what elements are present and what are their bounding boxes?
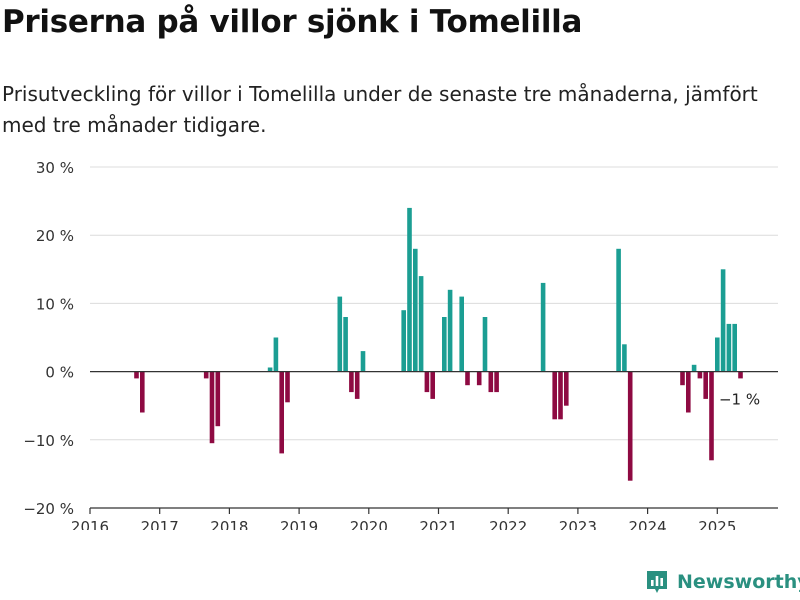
bar: [215, 371, 221, 427]
bar: [732, 323, 737, 372]
bar: [337, 296, 343, 372]
bar: [430, 371, 435, 399]
y-tick-label: 10 %: [36, 295, 74, 313]
y-tick-label: −20 %: [23, 500, 74, 518]
bar: [558, 371, 563, 420]
brand-name: Newsworthy: [677, 571, 800, 593]
x-tick-label: 2016: [71, 518, 109, 530]
bar: [494, 371, 499, 393]
x-tick-label: 2021: [419, 518, 457, 530]
bar: [703, 371, 708, 399]
x-tick-label: 2017: [141, 518, 179, 530]
bar: [465, 371, 470, 386]
bar: [686, 371, 691, 413]
bar-chart: −20 % −10 % 0 % 10 % 20 % 30 % 2016 2017 2018 201…: [23, 159, 778, 530]
bar: [482, 317, 488, 372]
x-tick-label: 2025: [698, 518, 736, 530]
bar: [360, 351, 366, 372]
bar: [209, 371, 215, 444]
bar: [413, 248, 418, 372]
bar: [354, 371, 360, 399]
bar: [715, 337, 720, 372]
data-label: −1 %: [719, 390, 760, 408]
bar: [447, 289, 453, 372]
bar: [564, 371, 569, 406]
bar: [726, 323, 732, 372]
chart-title: Priserna på villor sjönk i Tomelilla: [2, 4, 583, 40]
bar: [407, 207, 412, 372]
bar: [442, 317, 447, 372]
bar: [349, 371, 354, 393]
bar: [488, 371, 494, 393]
x-tick-label: 2022: [489, 518, 527, 530]
bar: [401, 310, 406, 372]
bar: [279, 371, 284, 454]
y-tick-label: 30 %: [36, 159, 74, 177]
bar: [134, 371, 139, 379]
x-tick-label: 2018: [210, 518, 248, 530]
brand-logo: Newsworthy: [645, 569, 800, 595]
bar: [418, 276, 424, 372]
bar: [476, 371, 482, 386]
bar: [680, 371, 685, 386]
bar: [691, 364, 697, 372]
bar: [343, 317, 348, 372]
bar: [424, 371, 430, 393]
bar: [459, 296, 464, 372]
x-tick-label: 2024: [629, 518, 667, 530]
bar: [273, 337, 279, 372]
x-tick-label: 2019: [280, 518, 318, 530]
bar: [622, 344, 627, 372]
chart-subtitle: Prisutveckling för villor i Tomelilla un…: [2, 82, 758, 137]
bar: [697, 371, 703, 379]
bar: [203, 371, 209, 379]
bar: [616, 248, 621, 372]
bar: [140, 371, 145, 413]
y-tick-label: 0 %: [45, 364, 74, 382]
bar: [627, 371, 633, 481]
bar: [720, 269, 726, 372]
bar: [540, 282, 546, 372]
x-tick-label: 2020: [350, 518, 388, 530]
bar: [709, 371, 714, 461]
x-tick-label: 2023: [559, 518, 597, 530]
y-tick-label: −10 %: [23, 432, 74, 450]
y-tick-label: 20 %: [36, 227, 74, 245]
bar: [552, 371, 557, 420]
bar: [285, 371, 290, 403]
bar: [738, 371, 743, 379]
bar: [267, 367, 273, 372]
bar-chart-logo-icon: [647, 571, 667, 593]
